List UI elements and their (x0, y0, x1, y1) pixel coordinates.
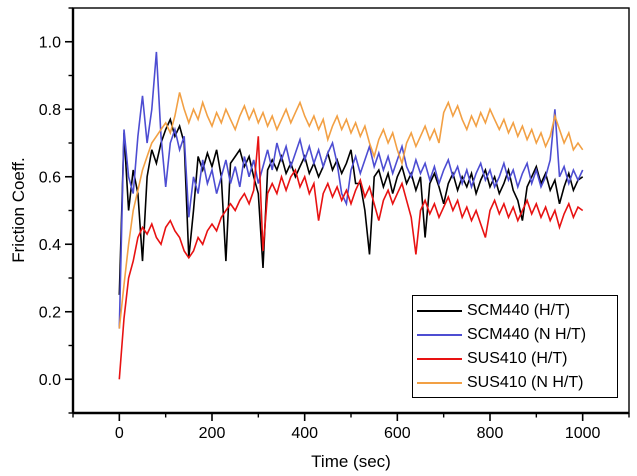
x-tick-label: 600 (384, 425, 411, 442)
series-line-swatch (417, 381, 462, 384)
x-axis-ticks: 0 200 400 600 800 1000 (72, 413, 630, 442)
series-line (118, 117, 584, 295)
y-tick-label: 0.6 (39, 169, 61, 186)
legend-label: SCM440 (N H/T) (467, 325, 587, 343)
legend: SCM440 (H/T) SCM440 (N H/T) SUS410 (H/T)… (412, 295, 618, 398)
legend-label: SCM440 (H/T) (467, 301, 571, 319)
x-tick-label: 800 (477, 425, 504, 442)
y-axis-title: Friction Coeff. (9, 157, 28, 263)
x-axis-title: Time (sec) (311, 452, 391, 471)
data-series-lines (118, 51, 584, 380)
y-axis-ticks: 0.0 0.2 0.4 0.6 0.8 1.0 (39, 7, 73, 414)
legend-item: SUS410 (H/T) (417, 347, 617, 371)
x-tick-label: 200 (199, 425, 226, 442)
y-tick-label: 0.4 (39, 237, 61, 254)
y-tick-label: 1.0 (39, 34, 61, 51)
y-tick-label: 0.2 (39, 304, 61, 321)
legend-item: SCM440 (N H/T) (417, 323, 617, 347)
series-line-swatch (417, 333, 462, 336)
x-tick-label: 1000 (565, 425, 601, 442)
y-tick-label: 0.0 (39, 372, 61, 389)
legend-label: SUS410 (H/T) (467, 349, 568, 367)
legend-item: SCM440 (H/T) (417, 299, 617, 323)
x-tick-label: 0 (115, 425, 124, 442)
series-line-swatch (417, 309, 462, 312)
x-tick-label: 400 (291, 425, 318, 442)
legend-label: SUS410 (N H/T) (467, 373, 584, 391)
y-tick-label: 0.8 (39, 102, 61, 119)
series-line-swatch (417, 357, 462, 360)
series-line (118, 92, 584, 329)
legend-item: SUS410 (N H/T) (417, 371, 617, 395)
series-line (118, 136, 584, 380)
series-line (118, 51, 584, 329)
